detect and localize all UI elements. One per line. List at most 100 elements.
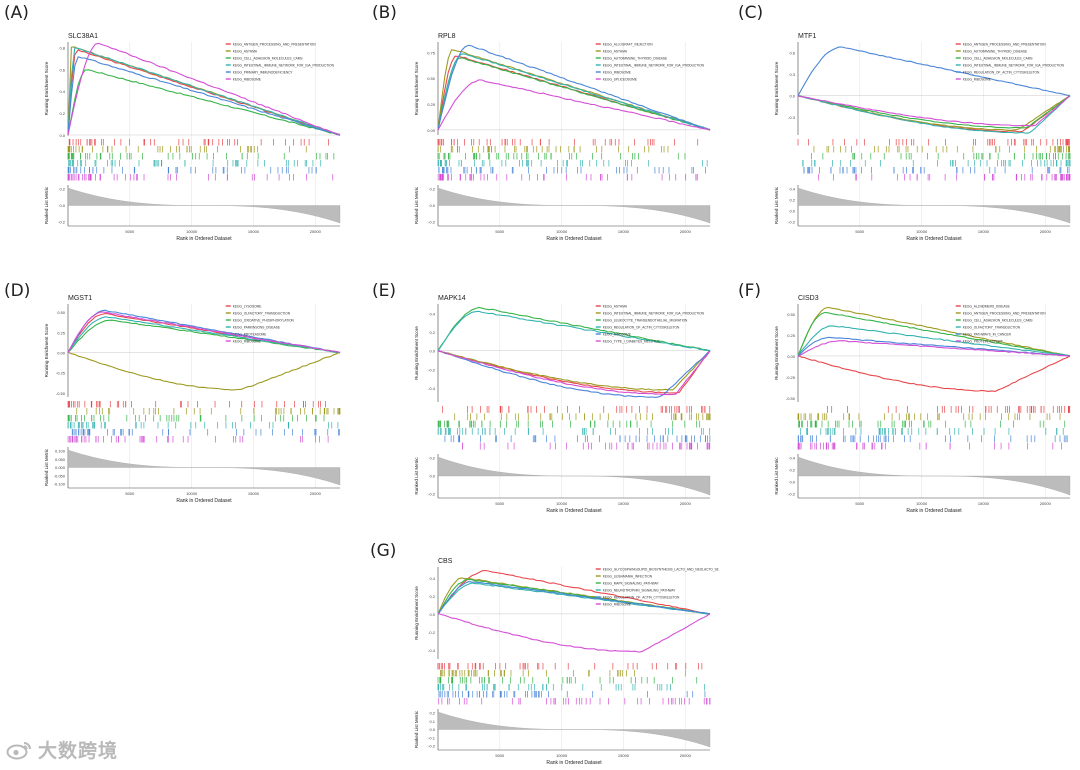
panel-title: SLC38A1 [68, 33, 98, 40]
hit-row [440, 670, 686, 677]
x-tick-label: 15000 [248, 491, 260, 496]
hit-row [797, 442, 1062, 450]
rm-tick-label: -0.1 [428, 735, 436, 740]
x-tick-label: 20000 [680, 753, 692, 758]
rm-tick-label: 0.0 [789, 480, 795, 485]
x-tick-label: 15000 [618, 753, 630, 758]
hit-row [437, 428, 711, 435]
es-tick-label: 0.25 [57, 330, 66, 335]
y-axis-label-rm: Ranked List Metric [44, 448, 49, 486]
es-tick-label: 0.6 [59, 67, 65, 72]
gsea-panel-g: CBS 0.4 0.2 0.0 -0.2 -0.4 0.2 0.1 0.0 -0.1 -0.2 500… [410, 553, 720, 770]
x-axis-label: Rank in Ordered Dataset [546, 760, 602, 766]
legend-label: KEGG_REGULATION_OF_ACTIN_CYTOSKELETON [963, 71, 1040, 75]
rm-tick-label: 0.0 [59, 203, 65, 208]
rm-tick-label: 0.2 [429, 456, 435, 461]
hit-row [797, 413, 1061, 421]
panel-title: CBS [438, 558, 453, 565]
gsea-panel-c: MTF1 0.6 0.3 0.0 -0.3 0.4 0.2 0.0 -0.2 5000 10000 1… [770, 28, 1080, 246]
legend-label: KEGG_MAPK_SIGNALING_PATHWAY [603, 582, 660, 586]
legend-label: KEGG_LYSOSOME [233, 305, 262, 309]
legend-label: KEGG_INTESTINAL_IMMUNE_NETWORK_FOR_IGA_P… [233, 64, 335, 68]
hit-row [438, 167, 706, 174]
y-axis-label-es: Running Enrichment Score [774, 61, 779, 115]
ranked-metric-area [67, 449, 341, 486]
hit-row [454, 413, 711, 421]
x-tick-label: 5000 [125, 229, 135, 234]
legend-label: KEGG_NEUROTROPHIN_SIGNALING_PATHWAY [603, 589, 677, 593]
es-tick-label: 0.00 [57, 351, 66, 356]
ranked-metric-area [437, 187, 711, 224]
panel-label-d: (D) [4, 281, 31, 301]
panel-label-f: (F) [738, 281, 762, 301]
es-series-line [797, 355, 1071, 392]
legend-label: KEGG_RIBOSOME [233, 340, 261, 344]
hit-row [67, 146, 307, 153]
es-tick-label: 0.25 [787, 333, 796, 338]
es-tick-label: 0.0 [789, 94, 795, 99]
gridlines [129, 304, 316, 488]
hit-row [442, 406, 711, 413]
es-series-line [437, 349, 711, 398]
es-tick-label: 0.75 [427, 50, 436, 55]
hit-row [798, 420, 1066, 428]
rm-tick-label: 0.0 [789, 209, 795, 214]
panel-label-g: (G) [370, 541, 397, 561]
es-tick-label: 0.00 [787, 354, 796, 359]
es-tick-label: 0.2 [429, 330, 435, 335]
x-tick-label: 10000 [916, 229, 928, 234]
es-tick-label: -0.25 [56, 371, 66, 376]
rm-tick-label: -0.2 [58, 220, 66, 225]
hit-row [444, 435, 711, 443]
x-axis-label: Rank in Ordered Dataset [546, 236, 602, 242]
hit-row [797, 139, 1071, 146]
rm-tick-label: 0.2 [429, 187, 435, 192]
hit-row [813, 146, 1071, 153]
es-tick-label: 0.00 [427, 128, 436, 133]
es-series-line [437, 349, 711, 391]
rm-tick-label: 0.4 [789, 456, 795, 461]
hit-row [437, 677, 698, 684]
legend-label: KEGG_GLYCOSPHINGOLIPID_BIOSYNTHESIS_LACT… [603, 568, 719, 572]
es-series-line [797, 325, 1071, 357]
ranked-metric-area [797, 456, 1071, 496]
es-series-line [67, 311, 341, 354]
y-axis-label-es: Running Enrichment Score [44, 323, 49, 377]
rm-tick-label: 0.100 [55, 449, 66, 454]
rm-tick-label: -0.2 [428, 492, 436, 497]
x-tick-label: 5000 [495, 501, 505, 506]
hit-row [67, 401, 326, 408]
hit-row [437, 663, 703, 670]
legend-label: KEGG_INTESTINAL_IMMUNE_NETWORK_FOR_IGA_P… [963, 64, 1065, 68]
legend-label: KEGG_AUTOIMMUNE_THYROID_DISEASE [963, 50, 1027, 54]
watermark: 大数跨境 [6, 736, 118, 763]
rm-tick-label: 0.000 [55, 465, 66, 470]
es-series-line [437, 569, 711, 615]
es-series-line [437, 57, 711, 131]
es-series-line [437, 350, 711, 396]
legend-label: KEGG_LEISHMANIA_INFECTION [603, 575, 653, 579]
y-axis-label-rm: Ranked List Metric [414, 710, 419, 748]
es-tick-label: 0.2 [59, 111, 65, 116]
es-series-line [797, 340, 1071, 357]
legend-label: KEGG_SPLICEOSOME [603, 78, 637, 82]
legend-label: KEGG_PATHWAYS_IN_CANCER [963, 333, 1012, 337]
hit-row [827, 406, 1071, 413]
x-tick-label: 5000 [495, 753, 505, 758]
y-axis-label-rm: Ranked List Metric [774, 186, 779, 224]
rm-tick-label: 0.0 [429, 474, 435, 479]
es-series-line [437, 310, 711, 352]
panel-title: MGST1 [68, 295, 92, 302]
es-tick-label: 0.3 [789, 72, 795, 77]
legend-label: KEGG_PRIMARY_IMMUNODEFICIENCY [233, 71, 294, 75]
legend-label: KEGG_CELL_ADHESION_MOLECULES_CAMS [963, 57, 1033, 61]
rm-tick-label: 0.0 [429, 203, 435, 208]
hit-row [438, 698, 711, 705]
x-tick-label: 15000 [978, 229, 990, 234]
hit-row [67, 153, 335, 160]
es-tick-label: 0.2 [429, 594, 435, 599]
weibo-icon [6, 741, 31, 759]
x-axis-label: Rank in Ordered Dataset [906, 236, 962, 242]
es-series-line [67, 316, 341, 354]
legend-label: KEGG_OXIDATIVE_PHOSPHORYLATION [233, 319, 295, 323]
